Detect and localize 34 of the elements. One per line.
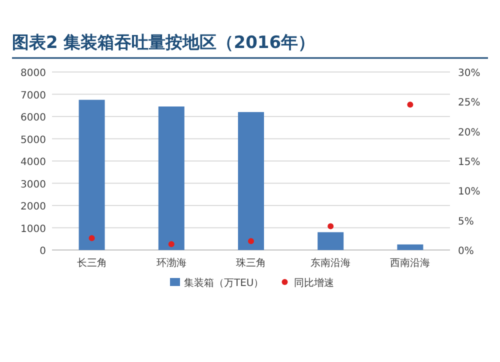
chart-title: 图表2 集装箱吞吐量按地区（2016年） [12, 33, 316, 53]
point [88, 235, 95, 242]
legend-label: 集装箱（万TEU） [184, 277, 264, 289]
y2-tick-label: 15% [458, 157, 480, 168]
x-tick-label: 东南沿海 [310, 257, 351, 269]
y-tick-label: 5000 [20, 134, 46, 146]
point [168, 241, 174, 248]
y2-tick-label: 0% [458, 246, 474, 257]
bar [158, 106, 184, 250]
y-tick-label: 2000 [20, 202, 46, 212]
y2-tick-label: 30% [458, 68, 480, 79]
y-tick-label: 1000 [20, 224, 46, 235]
y-tick-label: 4000 [20, 157, 46, 168]
y-tick-label: 3000 [20, 179, 46, 190]
y-tick-label: 0 [40, 246, 46, 257]
x-tick-label: 西南沿海 [390, 257, 430, 269]
y2-tick-label: 20% [458, 127, 480, 138]
y-tick-label: 6000 [20, 112, 46, 124]
y-tick-label: 8000 [20, 68, 46, 79]
bar [397, 244, 424, 250]
bar [238, 112, 264, 250]
x-tick-label: 环渤海 [156, 257, 186, 269]
point [328, 223, 334, 230]
bar [78, 100, 105, 250]
legend-label: 同比增速 [294, 277, 334, 289]
y2-tick-label: 25% [458, 98, 480, 109]
y2-tick-label: 10% [458, 186, 480, 198]
x-tick-label: 长三角 [76, 257, 107, 269]
y2-tick-label: 5% [458, 216, 474, 228]
point [248, 238, 254, 244]
x-tick-label: 珠三角 [236, 257, 266, 269]
y-tick-label: 7000 [20, 90, 46, 102]
bar [318, 232, 344, 250]
point [407, 102, 414, 108]
